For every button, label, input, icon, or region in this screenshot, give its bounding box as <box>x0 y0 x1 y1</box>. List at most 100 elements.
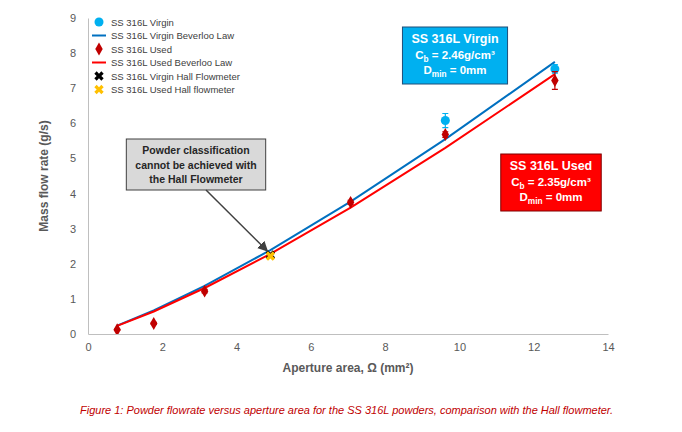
point <box>551 74 558 87</box>
annotation-segment: SS 316L Virgin <box>411 32 498 46</box>
legend-label: SS 316L Used Hall flowmeter <box>111 84 235 95</box>
x-tick: 6 <box>308 334 314 353</box>
point <box>113 323 120 334</box>
annotation-subscript: min <box>528 197 543 206</box>
y-tick-label: 0 <box>70 328 76 340</box>
x-axis-title: Aperture area, Ω (mm²) <box>283 361 414 375</box>
x-tick: 2 <box>160 334 166 353</box>
legend-label: SS 316L Virgin <box>111 17 174 28</box>
x-axis-line <box>89 334 609 335</box>
annotation-line: Cb = 2.35g/cm³ <box>511 176 591 191</box>
y-tick-label: 8 <box>70 47 76 59</box>
annotation-line: Powder classification <box>142 144 249 156</box>
error-bar <box>552 72 558 90</box>
annotation-line: SS 316L Virgin <box>411 32 498 46</box>
annotation-arrow <box>206 190 267 251</box>
annotation-line: Cb = 2.46g/cm³ <box>415 49 495 64</box>
x-tick-label: 12 <box>528 341 540 353</box>
x-tick-label: 6 <box>308 341 314 353</box>
y-axis: 0123456789 <box>70 12 89 340</box>
annotation-segment: D <box>424 64 432 76</box>
annotation-segment: = 0mm <box>543 191 583 203</box>
legend-symbol <box>92 35 106 37</box>
y-tick-label: 5 <box>70 152 76 164</box>
annotation-line: SS 316L Used <box>510 159 592 173</box>
scatter-series <box>263 249 277 263</box>
annotation-box <box>126 139 265 190</box>
annotation-line: the Hall Flowmeter <box>149 173 242 185</box>
y-tick: 5 <box>70 152 88 164</box>
point <box>441 116 450 125</box>
y-tick: 4 <box>70 188 88 200</box>
legend-entry: SS 316L Virgin Hall Flowmeter <box>92 69 240 83</box>
annotation-text: SS 316L Virgin Cb = 2.46g/cm³Dmin = 0mm <box>411 32 498 79</box>
x-tick-label: 0 <box>85 341 91 353</box>
legend-label: SS 316L Used <box>111 44 172 55</box>
x-tick: 14 <box>602 334 614 353</box>
annotation-segment: C <box>415 49 423 61</box>
y-tick-label: 2 <box>70 258 76 270</box>
y-tick-label: 4 <box>70 188 76 200</box>
y-axis-title: Mass flow rate (g/s) <box>37 120 51 231</box>
legend: SS 316L Virgin SS 316L Virgin Beverloo La… <box>92 17 240 97</box>
legend-symbol <box>94 17 103 26</box>
legend-label: SS 316L Virgin Hall Flowmeter <box>111 71 240 82</box>
y-tick: 2 <box>70 258 88 270</box>
annotation-segment: C <box>511 176 519 188</box>
legend-symbol <box>92 62 106 64</box>
annotation-text: Powder classification cannot be achieved … <box>135 144 256 185</box>
y-tick: 8 <box>70 47 88 59</box>
point <box>347 196 354 209</box>
legend-symbol <box>92 82 106 96</box>
annotation-box <box>501 154 601 211</box>
y-tick: 7 <box>70 82 88 94</box>
y-tick: 0 <box>70 328 88 340</box>
point <box>150 317 157 330</box>
chart: 024681012140123456789Aperture area, Ω (m… <box>0 0 682 432</box>
annotation-line: Dmin = 0mm <box>424 64 487 79</box>
annotation: SS 316L Used Cb = 2.35g/cm³Dmin = 0mm <box>501 154 601 211</box>
line-series <box>117 74 555 326</box>
y-tick: 6 <box>70 117 88 129</box>
x-tick: 8 <box>383 334 389 353</box>
annotation-line: cannot be achieved with <box>135 159 256 171</box>
legend-entry: SS 316L Used Beverloo Law <box>92 57 232 68</box>
point <box>263 249 277 263</box>
y-tick-label: 6 <box>70 117 76 129</box>
annotation-segment: Powder classification <box>142 144 249 156</box>
plot-area <box>113 62 559 334</box>
annotation: SS 316L Virgin Cb = 2.46g/cm³Dmin = 0mm <box>402 27 507 84</box>
annotation-segment: = 2.46g/cm³ <box>429 49 495 61</box>
annotation-subscript: min <box>432 70 447 79</box>
x-tick: 0 <box>85 334 91 353</box>
y-tick: 9 <box>70 12 88 24</box>
x-tick: 10 <box>454 334 466 353</box>
legend-label: SS 316L Virgin Beverloo Law <box>111 30 234 41</box>
legend-entry: SS 316L Virgin <box>94 17 173 28</box>
annotation-line: Dmin = 0mm <box>520 191 583 206</box>
annotation-box <box>402 27 507 84</box>
annotation-segment: the Hall Flowmeter <box>149 173 242 185</box>
x-tick-label: 14 <box>602 341 614 353</box>
legend-entry: SS 316L Used <box>95 43 172 56</box>
annotation: Powder classification cannot be achieved … <box>126 139 267 251</box>
legend-symbol <box>95 43 102 56</box>
line-series <box>117 62 555 326</box>
annotation-segment: SS 316L Used <box>510 159 592 173</box>
annotation-segment: = 2.35g/cm³ <box>525 176 591 188</box>
point <box>442 128 449 141</box>
y-axis-line <box>88 19 89 335</box>
x-tick-label: 8 <box>383 341 389 353</box>
annotation-segment: D <box>520 191 528 203</box>
annotation-segment: cannot be achieved with <box>135 159 256 171</box>
legend-entry: SS 316L Used Hall flowmeter <box>92 82 235 96</box>
x-tick: 12 <box>528 334 540 353</box>
caption: Figure 1: Powder flowrate versus apertur… <box>80 404 613 416</box>
x-tick-label: 10 <box>454 341 466 353</box>
point <box>201 285 208 298</box>
x-tick-label: 2 <box>160 341 166 353</box>
annotation-text: SS 316L Used Cb = 2.35g/cm³Dmin = 0mm <box>510 159 592 206</box>
x-tick: 4 <box>234 334 240 353</box>
x-axis: 0 2 4 6 8 10 12 14 <box>85 334 614 353</box>
x-tick-label: 4 <box>234 341 240 353</box>
